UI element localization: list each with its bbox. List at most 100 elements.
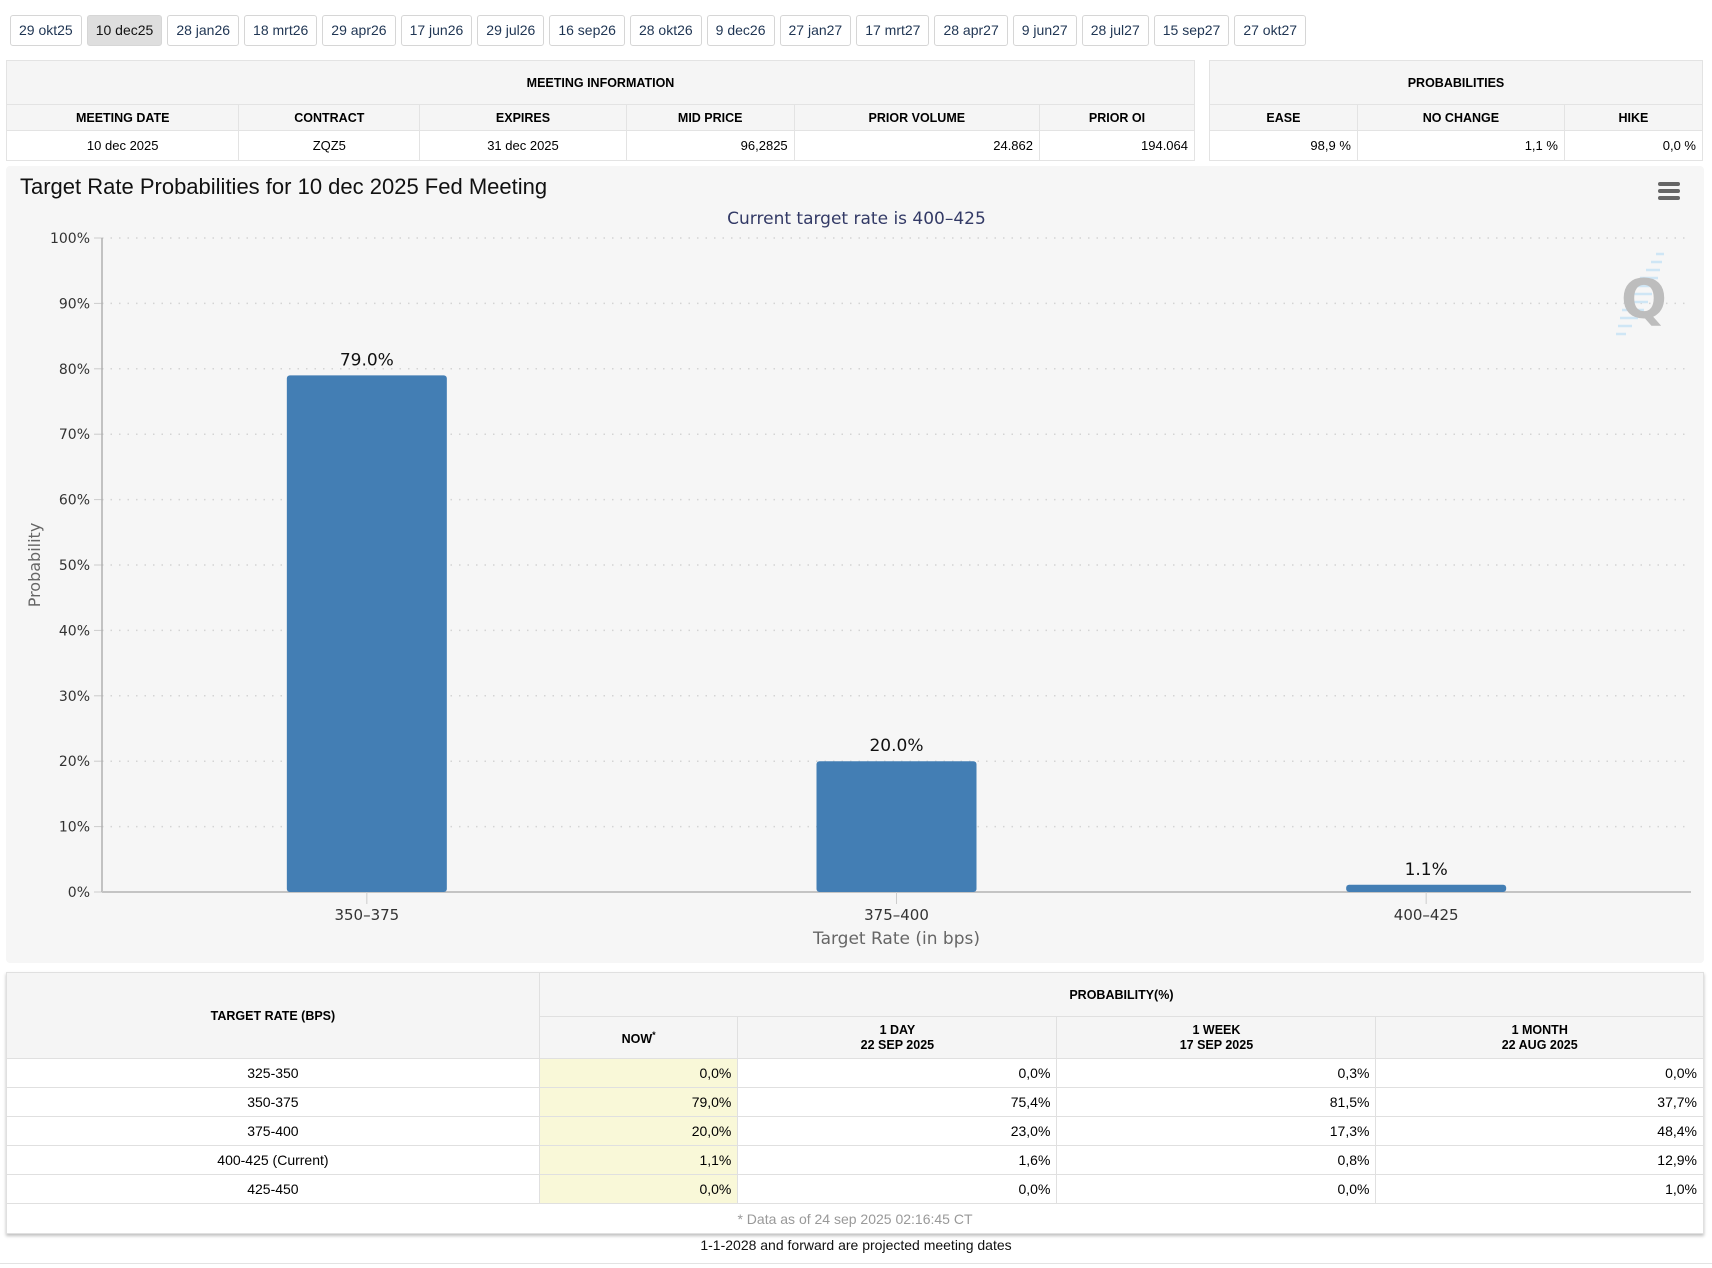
header-period-label: NOW xyxy=(621,1032,653,1047)
meeting-tab[interactable]: 29 okt25 xyxy=(10,15,82,46)
meeting-information-title: MEETING INFORMATION xyxy=(6,60,1195,105)
probabilities-title: PROBABILITIES xyxy=(1209,60,1703,105)
probability-cell: 1,6% xyxy=(737,1145,1058,1175)
target-rate-cell: 400-425 (Current) xyxy=(6,1145,540,1175)
probability-cell: 48,4% xyxy=(1375,1116,1704,1146)
meeting-tab[interactable]: 16 sep26 xyxy=(549,15,625,46)
y-tick-label: 90% xyxy=(59,296,90,312)
meeting-tab[interactable]: 9 jun27 xyxy=(1012,15,1077,46)
chart-subtitle: Current target rate is 400–425 xyxy=(727,209,986,229)
header-period-now: NOW* xyxy=(538,1016,739,1059)
target-rate-cell: 350-375 xyxy=(6,1087,540,1117)
header-hike: HIKE xyxy=(1563,104,1704,131)
y-tick-label: 10% xyxy=(59,820,90,836)
header-period-label: 1 MONTH xyxy=(1511,1022,1568,1037)
footnote-marker: * xyxy=(652,1029,656,1040)
meeting-information-table: MEETING INFORMATION MEETING DATE CONTRAC… xyxy=(5,60,1195,161)
meeting-date-tabs: 29 okt25 10 dec25 28 jan26 18 mrt26 29 apr26… xyxy=(10,15,1307,46)
probability-cell: 1,1% xyxy=(538,1145,739,1175)
y-tick-label: 0% xyxy=(68,885,90,901)
no-change-value: 1,1 % xyxy=(1356,130,1565,161)
header-period-label: 1 WEEK xyxy=(1192,1022,1241,1037)
header-period-date: 17 SEP 2025 xyxy=(1179,1037,1254,1052)
header-period-date: 22 SEP 2025 xyxy=(860,1037,935,1052)
header-period-1-week: 1 WEEK 17 SEP 2025 xyxy=(1056,1016,1377,1059)
y-tick-label: 40% xyxy=(59,623,90,639)
y-tick-label: 20% xyxy=(59,754,90,770)
probability-cell: 0,0% xyxy=(1375,1058,1704,1088)
header-period-date: 22 AUG 2025 xyxy=(1501,1037,1578,1052)
bar-375–400 xyxy=(816,761,977,892)
x-tick-label: 350–375 xyxy=(334,906,399,924)
probabilities-table: PROBABILITIES EASE NO CHANGE HIKE 98,9 %… xyxy=(1209,60,1704,161)
svg-text:Q: Q xyxy=(1621,268,1667,331)
table-row: 375-400 20,0% 23,0% 17,3% 48,4% xyxy=(6,1116,1704,1146)
header-expires: EXPIRES xyxy=(419,104,627,131)
target-rate-cell: 325-350 xyxy=(6,1058,540,1088)
header-contract: CONTRACT xyxy=(238,104,421,131)
meeting-tab[interactable]: 17 mrt27 xyxy=(856,15,930,46)
probability-cell: 0,8% xyxy=(1056,1145,1377,1175)
probability-cell: 20,0% xyxy=(538,1116,739,1146)
target-rate-cell: 425-450 xyxy=(6,1174,540,1204)
probability-cell: 1,0% xyxy=(1375,1174,1704,1204)
mid-price-value: 96,2825 xyxy=(625,130,795,161)
hamburger-menu-icon[interactable] xyxy=(1658,182,1680,202)
probability-cell: 0,0% xyxy=(737,1058,1058,1088)
target-rate-cell: 375-400 xyxy=(6,1116,540,1146)
probability-cell: 79,0% xyxy=(538,1087,739,1117)
header-probability-group: PROBABILITY(%) xyxy=(538,972,1705,1017)
header-prior-volume: PRIOR VOLUME xyxy=(793,104,1041,131)
data-timestamp-note: * Data as of 24 sep 2025 02:16:45 CT xyxy=(6,1203,1704,1234)
header-no-change: NO CHANGE xyxy=(1356,104,1565,131)
table-row: 400-425 (Current) 1,1% 1,6% 0,8% 12,9% xyxy=(6,1145,1704,1175)
meeting-tab[interactable]: 17 jun26 xyxy=(400,15,473,46)
probability-cell: 37,7% xyxy=(1375,1087,1704,1117)
bar-data-label: 20.0% xyxy=(869,736,923,756)
prior-volume-value: 24.862 xyxy=(793,130,1041,161)
probability-cell: 0,0% xyxy=(538,1174,739,1204)
x-tick-label: 400–425 xyxy=(1394,906,1459,924)
meeting-tab[interactable]: 9 dec26 xyxy=(706,15,775,46)
bar-400–425 xyxy=(1346,884,1507,892)
meeting-tab[interactable]: 18 mrt26 xyxy=(244,15,318,46)
probability-cell: 0,3% xyxy=(1056,1058,1377,1088)
meeting-tab[interactable]: 29 apr26 xyxy=(322,15,396,46)
bar-chart: Current target rate is 400–425 0% 10% 20% 30… xyxy=(25,209,1691,949)
probability-cell: 12,9% xyxy=(1375,1145,1704,1175)
meeting-tab[interactable]: 28 okt26 xyxy=(629,15,702,46)
meeting-tab[interactable]: 29 jul26 xyxy=(477,15,545,46)
y-tick-label: 100% xyxy=(50,231,90,247)
meeting-tab[interactable]: 28 jul27 xyxy=(1081,15,1149,46)
header-ease: EASE xyxy=(1209,104,1358,131)
meeting-tab[interactable]: 28 jan26 xyxy=(167,15,240,46)
y-tick-label: 80% xyxy=(59,362,90,378)
chart-title: Target Rate Probabilities for 10 dec 202… xyxy=(20,174,548,199)
projected-dates-footnote: 1-1-2028 and forward are projected meeti… xyxy=(700,1237,1012,1253)
x-axis-label: Target Rate (in bps) xyxy=(812,929,980,949)
meeting-tab[interactable]: 15 sep27 xyxy=(1153,15,1230,46)
prior-oi-value: 194.064 xyxy=(1039,130,1195,161)
meeting-tab[interactable]: 28 apr27 xyxy=(934,15,1008,46)
table-row: 425-450 0,0% 0,0% 0,0% 1,0% xyxy=(6,1174,1704,1204)
header-prior-oi: PRIOR OI xyxy=(1039,104,1195,131)
meeting-tab[interactable]: 10 dec25 xyxy=(86,15,163,46)
bar-data-label: 79.0% xyxy=(340,350,394,370)
y-tick-label: 30% xyxy=(59,689,90,705)
chart-panel: Current target rate is 400–425 0% 10% 20% 30… xyxy=(6,166,1704,963)
y-tick-label: 60% xyxy=(59,493,90,509)
expires-value: 31 dec 2025 xyxy=(419,130,627,161)
meeting-tab[interactable]: 27 jan27 xyxy=(779,15,852,46)
header-period-1-day: 1 DAY 22 SEP 2025 xyxy=(737,1016,1058,1059)
probability-cell: 81,5% xyxy=(1056,1087,1377,1117)
meeting-tab[interactable]: 27 okt27 xyxy=(1234,15,1307,46)
contract-value: ZQZ5 xyxy=(238,130,421,161)
header-target-rate: TARGET RATE (BPS) xyxy=(6,972,540,1059)
x-tick-label: 375–400 xyxy=(864,906,929,924)
probability-cell: 0,0% xyxy=(1056,1174,1377,1204)
hike-value: 0,0 % xyxy=(1563,130,1704,161)
header-period-1-month: 1 MONTH 22 AUG 2025 xyxy=(1375,1016,1704,1059)
q-logo-icon: Q xyxy=(1616,252,1667,336)
probability-cell: 0,0% xyxy=(538,1058,739,1088)
table-row: 325-350 0,0% 0,0% 0,3% 0,0% xyxy=(6,1058,1704,1088)
